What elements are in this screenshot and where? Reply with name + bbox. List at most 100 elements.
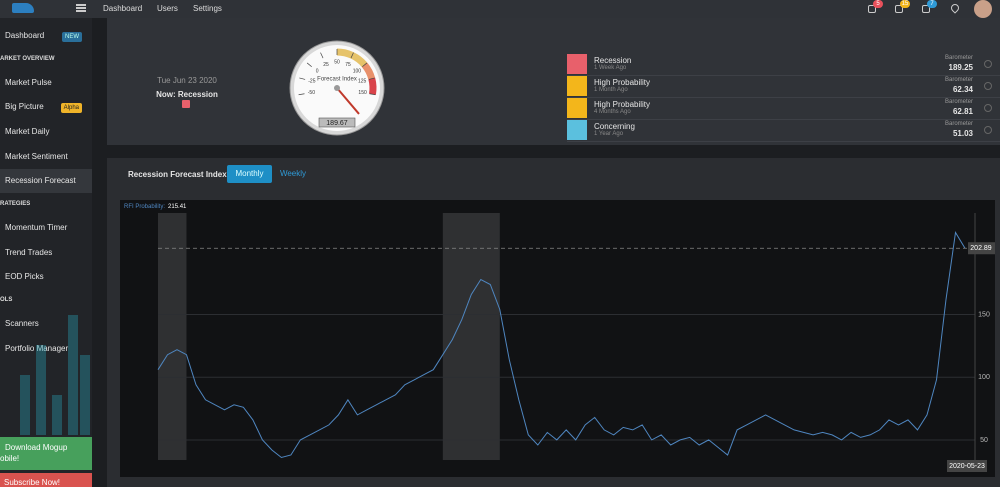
y-tick-label: 150 xyxy=(978,311,990,318)
nav-item[interactable]: Market Pulse xyxy=(5,78,52,87)
gauge-needle xyxy=(336,87,360,115)
nav-item[interactable]: Momentum Timer xyxy=(5,223,68,232)
status-icon xyxy=(567,120,587,140)
row-ago: 1 Month Ago xyxy=(594,87,628,93)
gauge-tick-label: 75 xyxy=(345,62,351,68)
gauge-tick xyxy=(299,77,306,80)
row-title: High Probability xyxy=(594,100,651,109)
row-label: Barometer xyxy=(944,99,973,105)
logo[interactable] xyxy=(12,3,34,13)
gauge-tick xyxy=(306,62,312,68)
nav-item[interactable]: Market Sentiment xyxy=(5,152,68,161)
decor-bar xyxy=(36,345,46,435)
gauge-tick-label: 50 xyxy=(334,59,340,65)
nav-item[interactable]: Trend Trades xyxy=(5,248,53,257)
legend-value: 215.41 xyxy=(168,204,187,210)
row-label: Barometer xyxy=(944,55,973,61)
badge: 15 xyxy=(900,0,910,8)
status-icon xyxy=(567,98,587,118)
badge: 7 xyxy=(927,0,937,8)
avatar[interactable] xyxy=(974,0,992,18)
row-title: Concerning xyxy=(594,122,635,131)
barometer-row: High Probability 1 Month Ago Barometer 62.3… xyxy=(567,75,1000,98)
status-panel: Tue Jun 23 2020 Now: Recession -50 -25 0 25… xyxy=(107,18,1000,145)
gauge-tick-label: 0 xyxy=(316,69,319,75)
menu-toggle[interactable] xyxy=(76,4,86,12)
nav-link[interactable]: Settings xyxy=(193,4,222,13)
nav-item[interactable]: Dashboard NEW xyxy=(0,24,92,48)
tab-weekly[interactable]: Weekly xyxy=(279,169,307,178)
last-value-tag-bg xyxy=(968,242,995,255)
gauge-hub xyxy=(334,85,340,91)
row-value: 62.81 xyxy=(952,107,973,116)
tab-monthly[interactable]: Monthly xyxy=(227,165,272,183)
gauge-tick-label: -25 xyxy=(308,79,315,85)
nav-link[interactable]: Dashboard xyxy=(103,4,143,13)
decor-bar xyxy=(68,315,78,435)
barometer-row: Recession 1 Week Ago Barometer 189.25 xyxy=(567,53,1000,76)
nav-link[interactable]: Users xyxy=(157,4,178,13)
nav-item[interactable]: Market Daily xyxy=(5,127,50,136)
nav-item[interactable]: Scanners xyxy=(5,319,39,328)
nav-tag: NEW xyxy=(62,32,82,42)
gauge-tick-label: 25 xyxy=(323,62,329,68)
status-icon xyxy=(567,76,587,96)
y-tick-label: 50 xyxy=(980,437,988,444)
gauge-readout-box xyxy=(318,117,356,128)
nav-tag: Alpha xyxy=(60,103,82,113)
date: Tue Jun 23 2020 xyxy=(157,76,217,85)
row-ago: 4 Months Ago xyxy=(594,109,631,115)
sidebar: Dashboard NEW ARKET OVERVIEW Market Pulse Bi… xyxy=(0,18,92,487)
gauge-tick xyxy=(369,93,376,96)
section-header: RATEGIES xyxy=(0,201,31,207)
barometer-row: Concerning 1 Year Ago Barometer 51.03 xyxy=(567,119,1000,142)
top-bar xyxy=(0,0,1000,18)
nav-item[interactable]: EOD Picks xyxy=(5,272,44,281)
nav-item[interactable]: Portfolio Manager xyxy=(5,344,69,353)
nav-icon[interactable] xyxy=(922,5,930,13)
gauge-tick xyxy=(368,77,375,80)
y-tick-label: 100 xyxy=(978,374,990,381)
plot-background xyxy=(120,200,995,477)
settings-icon[interactable] xyxy=(984,82,992,90)
gauge-readout: 189.67 xyxy=(326,120,348,127)
section-header: ARKET OVERVIEW xyxy=(0,56,55,62)
line-series xyxy=(157,231,966,459)
gauge-tick-label: 100 xyxy=(353,69,362,75)
panel-title: Recession Forecast Index xyxy=(128,170,227,179)
gauge-tick xyxy=(350,52,354,59)
last-value-tag: 202.89 xyxy=(970,245,992,252)
gauge-tick-label: -50 xyxy=(308,90,315,96)
gauge-tick xyxy=(298,93,305,96)
gauge-band xyxy=(368,77,377,95)
gauge-tick xyxy=(320,52,324,59)
gauge-title: Forecast Index xyxy=(317,77,357,83)
recession-band xyxy=(442,213,500,460)
settings-icon[interactable] xyxy=(984,126,992,134)
subscribe[interactable]: Subscribe Now! xyxy=(0,473,92,487)
nav-item[interactable]: Big Picture Alpha xyxy=(0,95,92,119)
settings-icon[interactable] xyxy=(984,60,992,68)
legend-name: RFI Probability: xyxy=(124,204,165,210)
row-title: Recession xyxy=(594,56,632,65)
legend-label: RFI Probability: 215.41 xyxy=(124,204,187,210)
row-value: 51.03 xyxy=(952,129,973,138)
promo-text: obile! xyxy=(0,454,20,463)
section-header: OLS xyxy=(0,297,13,303)
date-tag-bg xyxy=(947,460,987,472)
x-date-label: 2020-05-23 xyxy=(949,463,985,470)
row-value: 189.25 xyxy=(948,63,973,72)
settings-icon[interactable] xyxy=(984,104,992,112)
gauge-tick-label: 125 xyxy=(358,79,367,85)
row-ago: 1 Year Ago xyxy=(594,131,624,137)
nav-icon[interactable] xyxy=(868,5,876,13)
promo[interactable] xyxy=(0,437,92,470)
nav-item[interactable]: Recession Forecast xyxy=(0,169,92,193)
row-ago: 1 Week Ago xyxy=(594,65,627,71)
nav-icon[interactable] xyxy=(895,5,903,13)
decor-bar xyxy=(80,355,90,435)
decor-bar xyxy=(52,395,62,435)
status-icon xyxy=(182,100,190,108)
